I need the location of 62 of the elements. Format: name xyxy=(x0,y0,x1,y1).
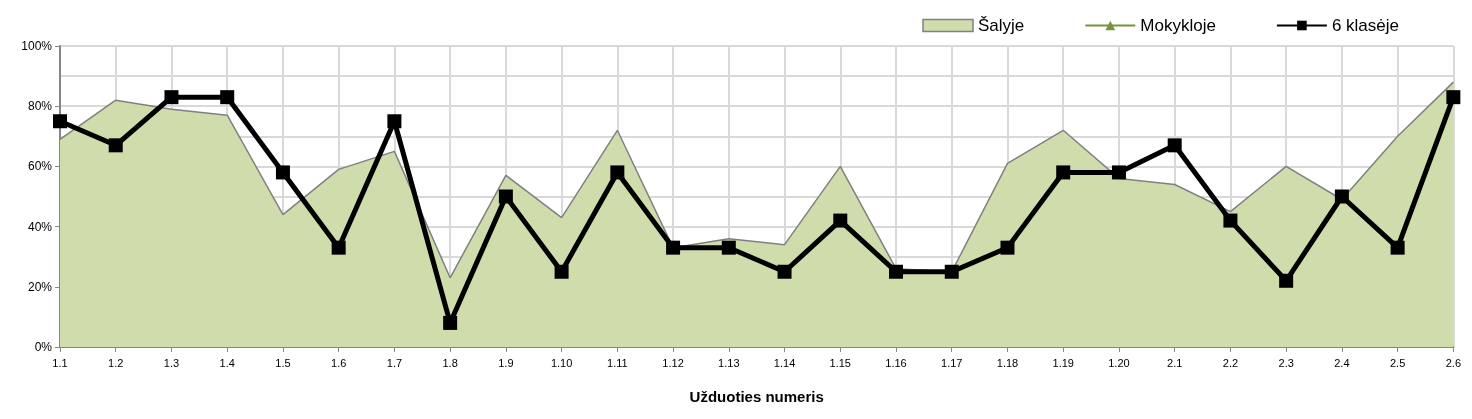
x-tick-label: 1.13 xyxy=(718,356,740,369)
x-tick-label: 1.3 xyxy=(163,356,180,369)
point xyxy=(387,114,402,129)
x-tick-label: 1.16 xyxy=(885,356,907,369)
point xyxy=(1279,273,1294,288)
x-tick-label: 2.5 xyxy=(1389,356,1406,369)
y-tick-label: 60% xyxy=(27,159,53,174)
y-tick-label: 100% xyxy=(21,39,53,53)
point xyxy=(1167,138,1182,153)
x-tick-label: 1.7 xyxy=(386,356,403,369)
legend-label: 6 klasėje xyxy=(1331,16,1400,35)
point xyxy=(164,90,179,105)
x-tick-label: 1.1 xyxy=(52,356,68,369)
x-tick-label: 1.6 xyxy=(331,356,347,369)
point xyxy=(1056,165,1071,180)
x-tick-label: 1.8 xyxy=(442,356,458,369)
point xyxy=(53,114,67,129)
x-tick-label: 1.15 xyxy=(829,356,851,369)
x-tick-label: 2.2 xyxy=(1222,356,1239,369)
point xyxy=(1334,189,1349,204)
y-tick-label: 40% xyxy=(27,219,53,234)
x-tick-label: 1.14 xyxy=(773,356,796,369)
x-tick-label: 1.11 xyxy=(607,356,628,369)
point xyxy=(1000,240,1015,255)
point xyxy=(554,264,569,279)
x-tick-label: 1.10 xyxy=(550,356,573,369)
point xyxy=(833,213,848,228)
x-tick-label: 1.2 xyxy=(108,356,124,369)
point xyxy=(443,315,458,330)
x-tick-label: 1.18 xyxy=(996,356,1019,369)
x-tick-label: 1.20 xyxy=(1108,356,1130,369)
point xyxy=(1446,90,1461,105)
x-tick-label: 1.4 xyxy=(219,356,235,369)
point xyxy=(1390,240,1405,255)
point xyxy=(889,264,904,279)
legend-label: Mokykloje xyxy=(1140,16,1216,35)
y-tick-label: 80% xyxy=(27,99,53,114)
x-tick-label: 1.19 xyxy=(1052,356,1074,369)
point xyxy=(220,90,235,105)
x-axis-title: Užduoties numeris xyxy=(689,388,824,405)
x-tick-label: 2.3 xyxy=(1278,356,1294,369)
point xyxy=(666,240,681,255)
point xyxy=(944,264,959,279)
point xyxy=(610,165,625,180)
point xyxy=(498,189,513,204)
x-tick-label: 2.6 xyxy=(1445,356,1461,369)
point xyxy=(777,264,792,279)
y-tick-label: 0% xyxy=(34,340,53,354)
y-tick-label: 20% xyxy=(27,279,53,294)
point xyxy=(721,240,736,255)
point xyxy=(1111,165,1126,180)
x-tick-label: 1.5 xyxy=(275,356,291,369)
x-tick-label: 1.17 xyxy=(941,356,963,369)
legend-label: Šalyje xyxy=(978,16,1025,35)
point xyxy=(1223,213,1238,228)
point xyxy=(275,165,290,180)
x-tick-label: 1.12 xyxy=(662,356,684,369)
x-tick-label: 2.4 xyxy=(1334,356,1350,369)
x-tick-label: 2.1 xyxy=(1167,356,1183,369)
point xyxy=(331,240,346,255)
x-tick-label: 1.9 xyxy=(498,356,514,369)
point xyxy=(108,138,123,153)
